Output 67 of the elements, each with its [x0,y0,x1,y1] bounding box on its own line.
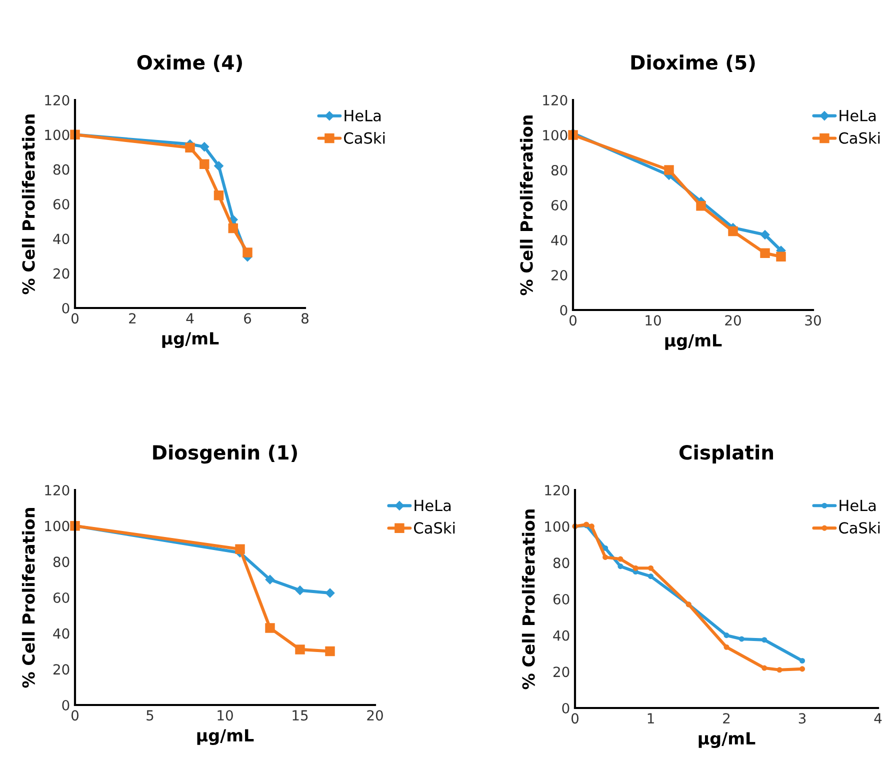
legend-label: CaSki [839,132,880,144]
x-tick-label: 4 [186,313,194,324]
y-tick-label: 60 [551,200,568,210]
y-tick-label: 40 [553,630,570,641]
y-tick-label: 80 [53,164,70,175]
x-tick-label: 5 [146,710,154,721]
x-tick-label: 8 [302,313,308,324]
y-tick-label: 40 [53,234,70,244]
y-tick-label: 120 [545,484,570,496]
y-tick-label: 0 [560,304,568,316]
y-axis-title: % Cell Proliferation [22,508,35,688]
x-tick-label: 2 [129,313,136,324]
x-tick-label: 2 [723,713,730,724]
legend-label: CaSki [414,522,455,534]
y-tick-label: 60 [553,594,570,604]
legend-label: HeLa [344,110,381,122]
y-axis-title: % Cell Proliferation [22,114,35,294]
y-axis-title: % Cell Proliferation [522,510,535,690]
chart-title: Diosgenin (1) [153,444,297,464]
legend-label: HeLa [414,500,451,512]
chart-title: Dioxime (5) [631,54,755,72]
y-tick-label: 20 [53,268,70,279]
y-tick-label: 20 [551,270,568,280]
x-axis-title: μg/mL [698,732,756,748]
legend-label: CaSki [344,132,385,144]
x-tick-label: 15 [292,710,308,721]
y-tick-label: 20 [53,664,70,675]
y-tick-label: 100 [543,130,568,140]
x-tick-label: 4 [874,713,882,724]
y-tick-label: 0 [62,302,70,314]
y-tick-label: 80 [551,164,568,176]
y-tick-label: 20 [553,666,570,678]
x-tick-label: 0 [569,315,576,326]
x-tick-label: 0 [71,313,78,324]
y-tick-label: 80 [53,556,70,568]
x-tick-label: 0 [71,710,78,721]
legend-label: CaSki [839,522,880,534]
y-tick-label: 0 [562,702,570,714]
y-tick-label: 60 [53,198,70,210]
legend-label: HeLa [840,500,876,512]
x-tick-label: 1 [648,713,654,724]
x-tick-label: 20 [367,710,383,721]
x-axis-title: μg/mL [197,729,254,745]
chart-title: Oxime (4) [137,54,242,72]
y-tick-label: 40 [53,628,70,639]
y-tick-label: 120 [45,484,70,496]
chart-title: Cisplatin [679,444,773,464]
x-axis-title: μg/mL [665,334,722,350]
x-axis-title: μg/mL [162,332,219,348]
y-tick-label: 40 [551,234,568,246]
x-tick-label: 6 [244,313,252,324]
y-tick-label: 100 [545,521,570,532]
x-tick-label: 3 [798,713,806,724]
y-tick-label: 80 [553,558,570,568]
x-tick-label: 30 [805,315,821,326]
y-tick-label: 120 [45,94,70,106]
y-tick-label: 100 [45,520,70,532]
y-tick-label: 100 [45,130,70,140]
legend-label: HeLa [840,110,876,122]
x-tick-label: 10 [218,710,233,721]
y-axis-title: % Cell Proliferation [520,116,533,296]
x-tick-label: 20 [725,315,741,326]
x-tick-label: 10 [646,315,661,326]
y-tick-label: 60 [53,592,70,603]
y-tick-label: 120 [543,94,568,106]
x-tick-label: 0 [571,713,578,724]
y-tick-label: 0 [62,700,70,710]
